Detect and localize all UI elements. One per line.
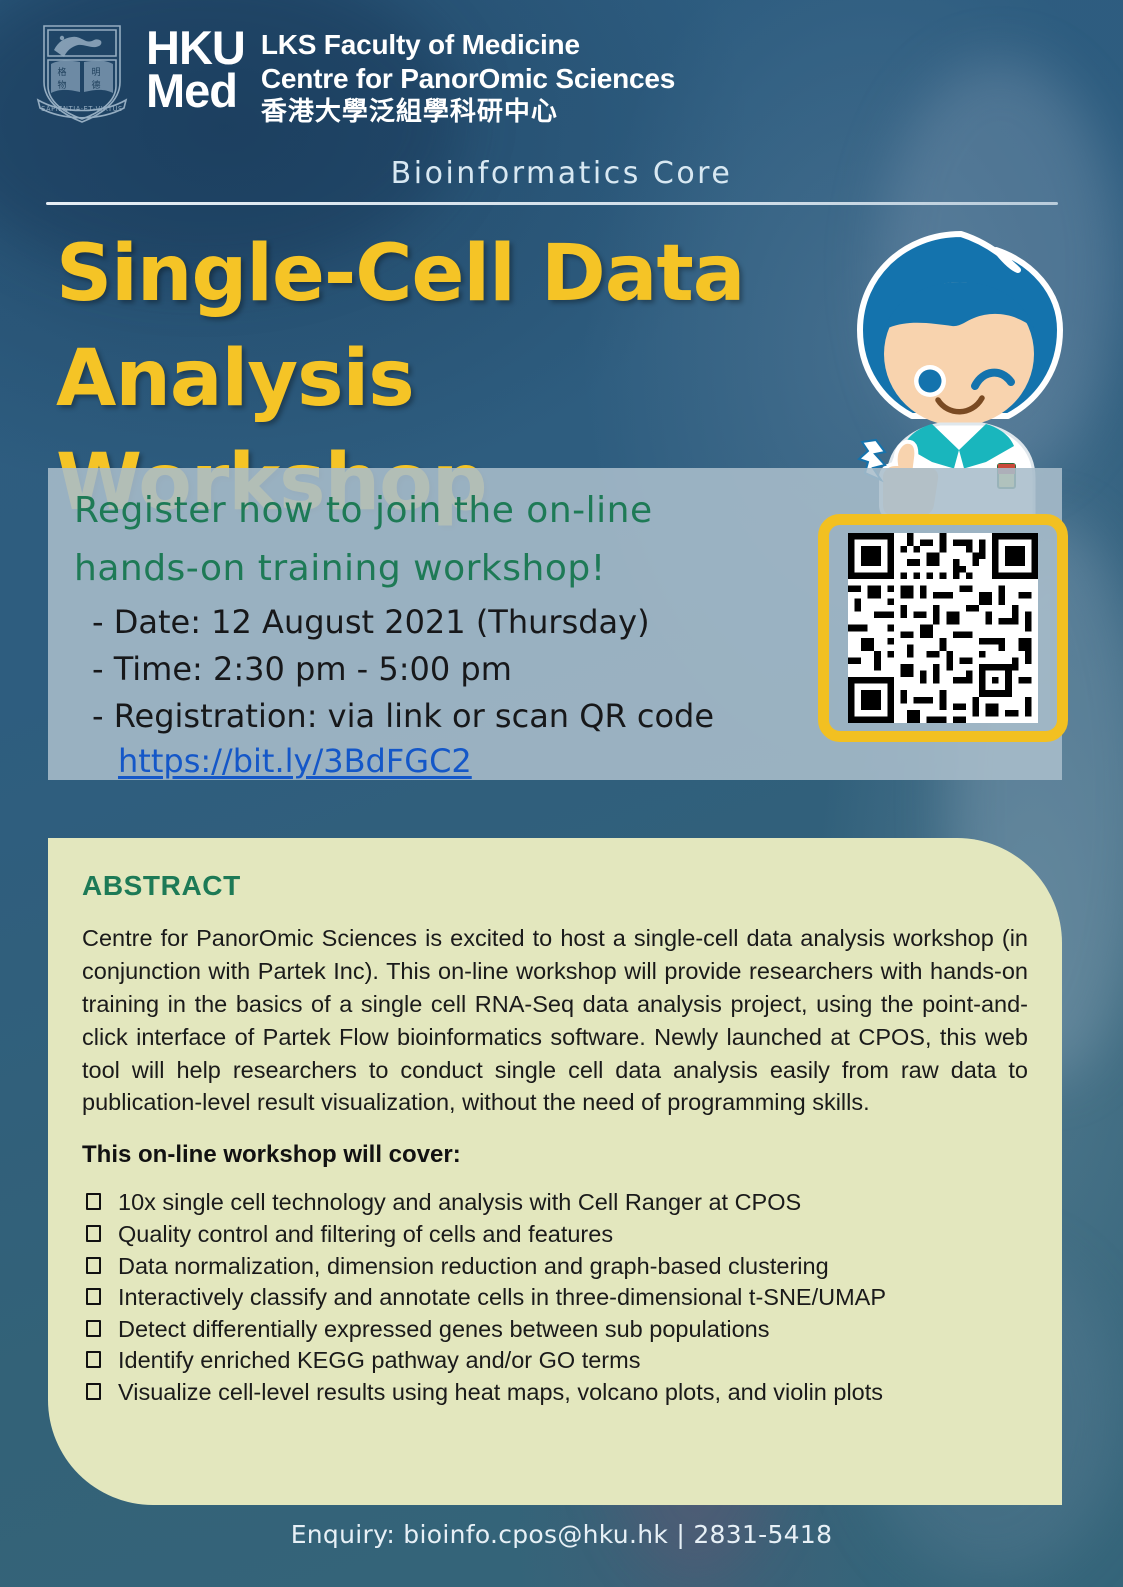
list-item-label: Detect differentially expressed genes be… [118, 1315, 770, 1342]
list-item-label: 10x single cell technology and analysis … [118, 1189, 802, 1216]
list-item: 10x single cell technology and analysis … [82, 1187, 1028, 1219]
qr-code-frame[interactable] [818, 514, 1068, 742]
checkbox-icon [86, 1288, 101, 1306]
svg-text:物: 物 [57, 79, 66, 91]
list-item-label: Identify enriched KEGG pathway and/or GO… [118, 1347, 641, 1374]
checkbox-icon [86, 1224, 101, 1242]
footer-enquiry: Enquiry: bioinfo.cpos@hku.hk | 2831-5418 [290, 1520, 833, 1549]
org-faculty-line: LKS Faculty of Medicine [260, 29, 580, 60]
abstract-heading: ABSTRACT [82, 870, 241, 901]
list-item: Interactively classify and annotate cell… [82, 1282, 1028, 1314]
header-divider [46, 202, 1058, 205]
list-item: Detect differentially expressed genes be… [82, 1314, 1028, 1346]
list-item-label: Visualize cell-level results using heat … [118, 1378, 884, 1405]
hkumed-wordmark: HKU Med [146, 18, 246, 118]
registration-method: - Registration: via link or scan QR code [92, 697, 715, 736]
org-centre-line-chinese: 香港大學泛組學科研中心 [260, 95, 558, 126]
registration-date: - Date: 12 August 2021 (Thursday) [92, 602, 650, 641]
list-item-label: Interactively classify and annotate cell… [118, 1284, 887, 1311]
registration-time: - Time: 2:30 pm - 5:00 pm [92, 649, 512, 688]
organisation-names: LKS Faculty of Medicine Centre for Panor… [260, 18, 676, 127]
list-item-label: Quality control and filtering of cells a… [118, 1220, 614, 1247]
list-item: Data normalization, dimension reduction … [82, 1251, 1028, 1283]
checkbox-icon [86, 1256, 101, 1274]
abstract-card: ABSTRACT Centre for PanorOmic Sciences i… [48, 838, 1062, 1505]
checkbox-icon [86, 1382, 101, 1400]
list-item: Identify enriched KEGG pathway and/or GO… [82, 1345, 1028, 1377]
registration-details: Register now to join the on-line hands-o… [74, 482, 764, 780]
list-item-label: Data normalization, dimension reduction … [118, 1252, 829, 1279]
list-item: Quality control and filtering of cells a… [82, 1219, 1028, 1251]
abstract-body-text: Centre for PanorOmic Sciences is excited… [82, 925, 1028, 1116]
hkumed-line2: Med [146, 64, 238, 118]
registration-qr-code-icon[interactable] [848, 533, 1038, 723]
page-title-line1: Single-Cell Data [56, 229, 745, 319]
bioinformatics-core-subtitle: Bioinformatics Core [390, 156, 733, 191]
header-branding: 格 明 物 德 SAPIENTIA·ET·VIRTUS HKU Med LKS Fa… [34, 18, 675, 127]
registration-link[interactable]: https://bit.ly/3BdFGC2 [118, 741, 472, 780]
org-centre-line: Centre for PanorOmic Sciences [260, 62, 676, 94]
checkbox-icon [86, 1319, 101, 1337]
registration-panel: Register now to join the on-line hands-o… [48, 468, 1068, 780]
list-item: Visualize cell-level results using heat … [82, 1377, 1028, 1409]
hku-shield-logo: 格 明 物 德 SAPIENTIA·ET·VIRTUS [36, 25, 128, 123]
registration-headline-line2: hands-on training workshop! [74, 548, 606, 590]
svg-text:明: 明 [91, 67, 100, 78]
coverage-list: 10x single cell technology and analysis … [82, 1187, 1028, 1408]
svg-text:SAPIENTIA·ET·VIRTUS: SAPIENTIA·ET·VIRTUS [41, 105, 123, 113]
registration-headline-line1: Register now to join the on-line [74, 490, 653, 531]
svg-text:格: 格 [57, 66, 66, 78]
checkbox-icon [86, 1193, 101, 1211]
hkumed-line1: HKU [146, 21, 246, 74]
svg-text:德: 德 [91, 79, 100, 91]
coverage-heading: This on-line workshop will cover: [82, 1141, 461, 1169]
checkbox-icon [86, 1351, 101, 1369]
